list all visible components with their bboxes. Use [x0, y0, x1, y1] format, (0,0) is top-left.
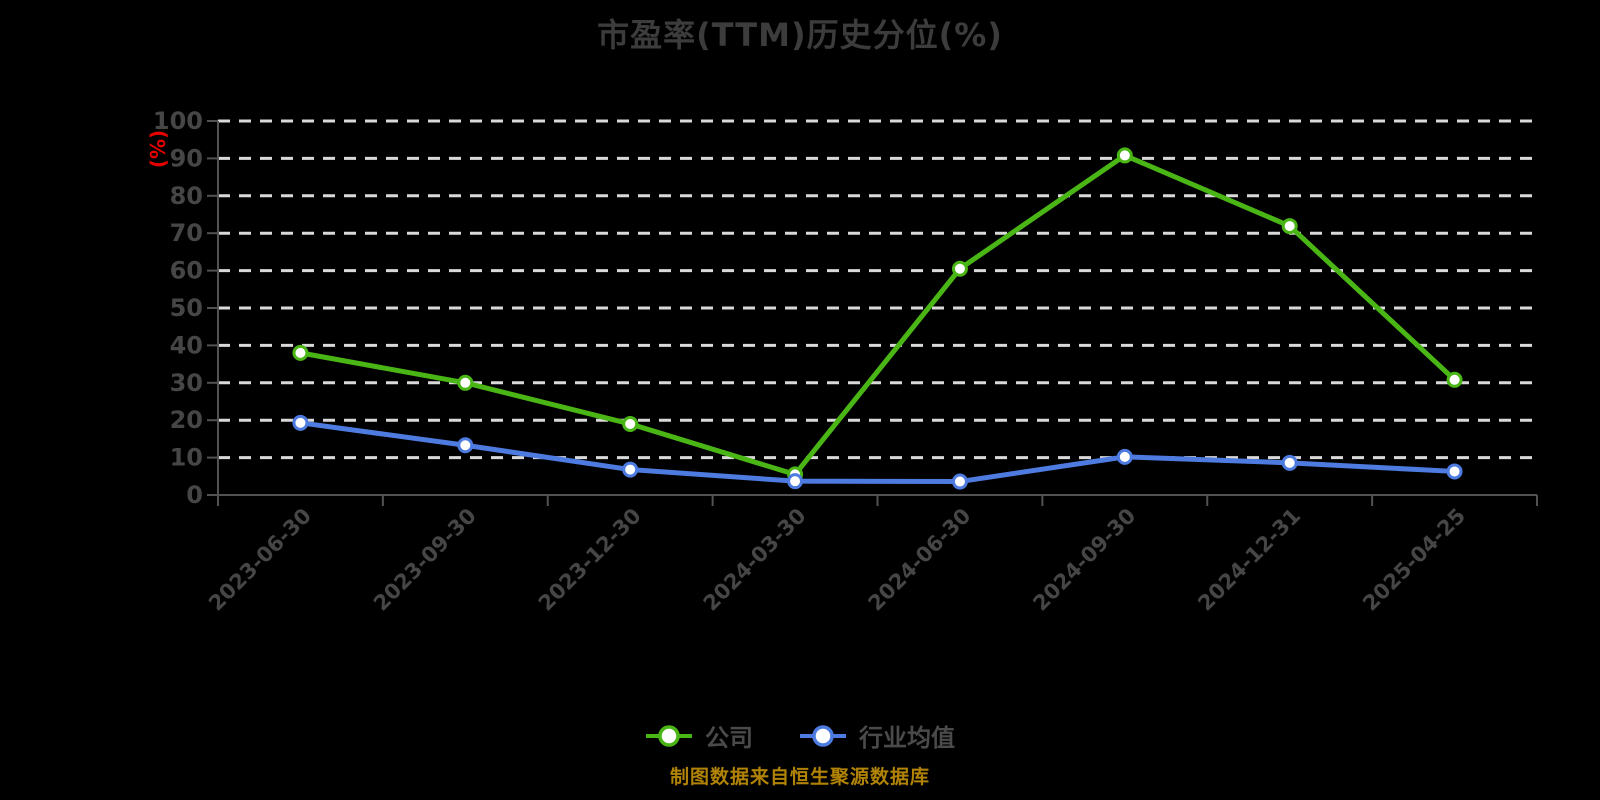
industry-average-marker — [1281, 454, 1298, 471]
y-tick-label-60: 60 — [170, 257, 203, 285]
y-tick-label-20: 20 — [170, 406, 203, 434]
x-axis-label: 2023-12-30 — [534, 504, 646, 616]
industry-average-marker — [951, 473, 968, 490]
x-axis-label: 2024-09-30 — [1028, 504, 1140, 616]
x-axis-label: 2023-09-30 — [369, 504, 481, 616]
industry-average-marker — [787, 473, 804, 490]
industry-average-legend-marker-icon — [800, 724, 846, 747]
company-line — [297, 152, 1458, 477]
legend-item-company[interactable]: 公司 — [645, 718, 753, 753]
industry-average-marker — [1446, 463, 1463, 480]
industry-average-marker — [292, 414, 309, 431]
chart-title: 市盈率(TTM)历史分位(%) — [597, 16, 1003, 54]
y-tick-label-40: 40 — [170, 331, 203, 359]
company-marker — [622, 415, 639, 432]
industry-average-marker — [1116, 448, 1133, 465]
x-axis-label: 2024-06-30 — [864, 504, 976, 616]
y-tick-label-10: 10 — [170, 444, 203, 472]
legend-item-industry-average[interactable]: 行业均值 — [799, 718, 955, 753]
company-marker — [457, 374, 474, 391]
legend: 公司 行业均值 — [0, 718, 1600, 753]
company-marker — [1281, 218, 1298, 235]
company-marker — [292, 344, 309, 361]
y-tick-label-90: 90 — [170, 144, 203, 172]
y-tick-label-50: 50 — [170, 294, 203, 322]
legend-label-company: 公司 — [705, 724, 753, 752]
x-axis-label: 2023-06-30 — [204, 504, 316, 616]
y-tick-label-80: 80 — [170, 182, 203, 210]
y-tick-label-0: 0 — [186, 481, 203, 509]
company-marker — [951, 260, 968, 277]
company-legend-marker-icon — [646, 724, 692, 747]
industry-average-line — [297, 420, 1458, 485]
company-marker — [1446, 371, 1463, 388]
industry-average-marker — [622, 461, 639, 478]
x-axis-label: 2025-04-25 — [1358, 504, 1470, 616]
y-tick-label-70: 70 — [170, 219, 203, 247]
data-source-caption: 制图数据来自恒生聚源数据库 — [669, 766, 930, 788]
x-axis-label: 2024-12-31 — [1193, 504, 1305, 616]
y-tick-label-30: 30 — [170, 369, 203, 397]
company-marker — [1116, 147, 1133, 164]
y-tick-label-100: 100 — [153, 107, 203, 135]
legend-label-industry-average: 行业均值 — [859, 724, 955, 752]
x-axis-label: 2024-03-30 — [699, 504, 811, 616]
industry-average-marker — [457, 437, 474, 454]
